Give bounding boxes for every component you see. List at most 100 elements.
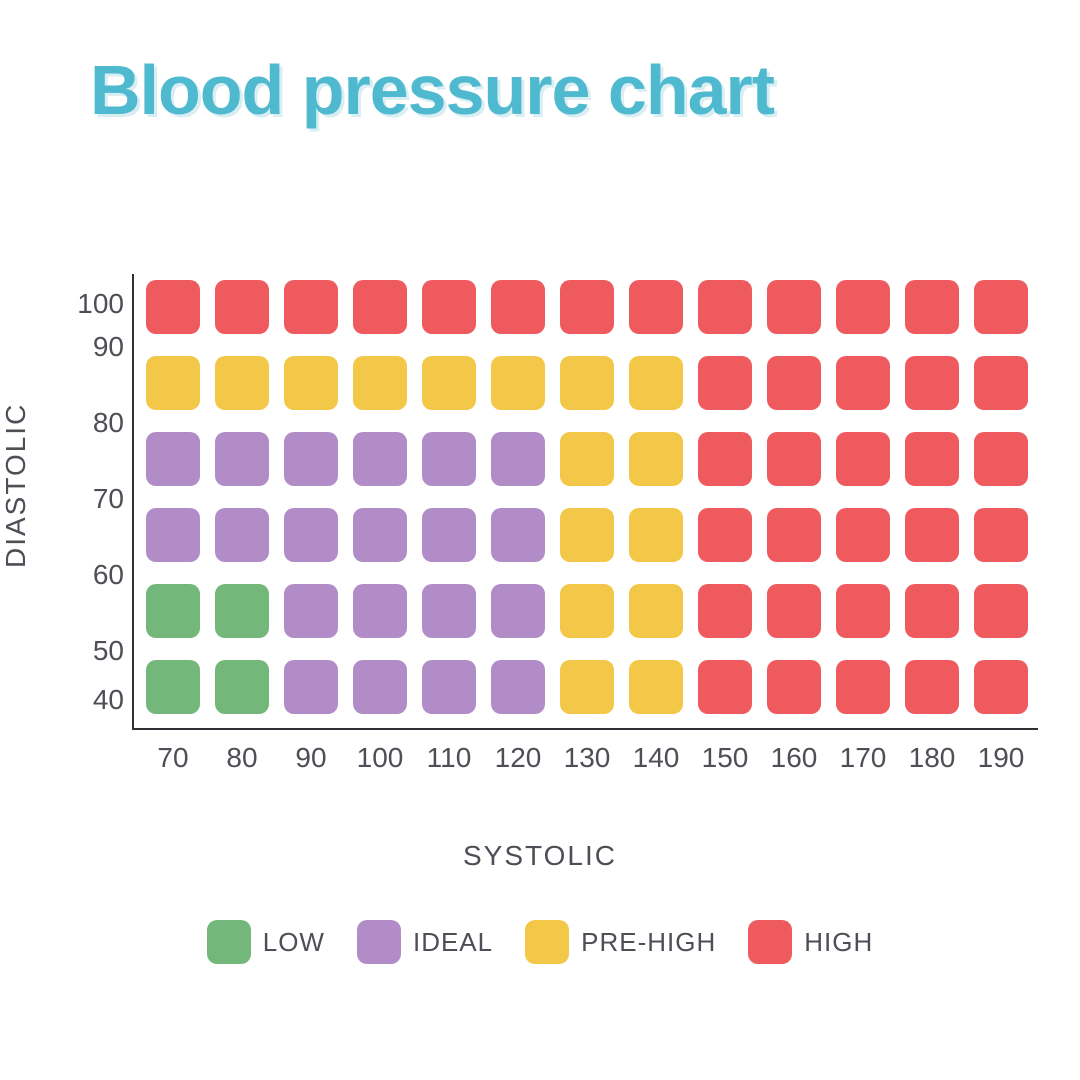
y-tick: 100 bbox=[68, 288, 124, 320]
heatmap-cell bbox=[215, 508, 269, 562]
heatmap-cell bbox=[767, 660, 821, 714]
heatmap-cell bbox=[560, 356, 614, 410]
heatmap-cell bbox=[767, 280, 821, 334]
heatmap-cell bbox=[698, 584, 752, 638]
heatmap-cell bbox=[353, 280, 407, 334]
heatmap-cell bbox=[215, 584, 269, 638]
heatmap-cell bbox=[836, 356, 890, 410]
heatmap-cell bbox=[629, 508, 683, 562]
x-tick: 100 bbox=[350, 742, 410, 774]
heatmap-cell bbox=[146, 584, 200, 638]
heatmap-cell bbox=[422, 432, 476, 486]
x-tick: 150 bbox=[695, 742, 755, 774]
heatmap-cell bbox=[974, 660, 1028, 714]
legend-label: HIGH bbox=[804, 927, 873, 958]
legend-swatch bbox=[525, 920, 569, 964]
legend-swatch bbox=[207, 920, 251, 964]
heatmap-cell bbox=[215, 280, 269, 334]
heatmap-cell bbox=[629, 660, 683, 714]
heatmap-cell bbox=[767, 356, 821, 410]
heatmap-cell bbox=[491, 280, 545, 334]
legend-item-ideal: IDEAL bbox=[357, 920, 493, 964]
legend-item-high: HIGH bbox=[748, 920, 873, 964]
heatmap-cell bbox=[422, 508, 476, 562]
heatmap-cell bbox=[560, 432, 614, 486]
heatmap-cell bbox=[491, 584, 545, 638]
legend-swatch bbox=[748, 920, 792, 964]
heatmap-cell bbox=[215, 660, 269, 714]
heatmap-cell bbox=[284, 432, 338, 486]
heatmap-cell bbox=[146, 280, 200, 334]
heatmap-cell bbox=[353, 584, 407, 638]
legend-label: IDEAL bbox=[413, 927, 493, 958]
x-tick: 90 bbox=[281, 742, 341, 774]
x-tick: 180 bbox=[902, 742, 962, 774]
y-tick: 40 bbox=[68, 684, 124, 716]
heatmap-cell bbox=[629, 280, 683, 334]
chart-title: Blood pressure chart bbox=[90, 50, 774, 130]
heatmap-cell bbox=[905, 660, 959, 714]
heatmap-cell bbox=[836, 584, 890, 638]
heatmap-cell bbox=[560, 508, 614, 562]
heatmap-cell bbox=[836, 280, 890, 334]
heatmap-cell bbox=[146, 432, 200, 486]
heatmap-cell bbox=[767, 508, 821, 562]
heatmap-cell bbox=[215, 432, 269, 486]
heatmap-cell bbox=[560, 660, 614, 714]
heatmap-cell bbox=[422, 584, 476, 638]
heatmap-cell bbox=[284, 280, 338, 334]
heatmap-cell bbox=[905, 584, 959, 638]
heatmap-cell bbox=[974, 356, 1028, 410]
y-tick: 80 bbox=[68, 407, 124, 439]
heatmap-cell bbox=[284, 356, 338, 410]
heatmap-cell bbox=[284, 508, 338, 562]
x-tick: 70 bbox=[143, 742, 203, 774]
legend: LOW IDEAL PRE-HIGH HIGH bbox=[60, 920, 1020, 964]
heatmap-cell bbox=[974, 280, 1028, 334]
heatmap-cell bbox=[698, 660, 752, 714]
heatmap-cell bbox=[629, 584, 683, 638]
heatmap-cell bbox=[353, 660, 407, 714]
heatmap-cell bbox=[422, 356, 476, 410]
heatmap-cell bbox=[836, 432, 890, 486]
heatmap-cell bbox=[353, 508, 407, 562]
heatmap-cell bbox=[491, 356, 545, 410]
y-tick: 90 bbox=[68, 331, 124, 363]
heatmap-cell bbox=[905, 432, 959, 486]
heatmap-cell bbox=[698, 280, 752, 334]
legend-item-low: LOW bbox=[207, 920, 325, 964]
heatmap-cell bbox=[560, 280, 614, 334]
legend-item-prehigh: PRE-HIGH bbox=[525, 920, 716, 964]
heatmap-cell bbox=[353, 432, 407, 486]
heatmap-cell bbox=[974, 432, 1028, 486]
x-tick: 190 bbox=[971, 742, 1031, 774]
heatmap-cell bbox=[146, 356, 200, 410]
y-axis-line bbox=[132, 274, 134, 728]
heatmap-cell bbox=[974, 584, 1028, 638]
heatmap-cell bbox=[905, 508, 959, 562]
x-tick: 110 bbox=[419, 742, 479, 774]
heatmap-cell bbox=[698, 508, 752, 562]
x-tick: 170 bbox=[833, 742, 893, 774]
heatmap-cell bbox=[836, 508, 890, 562]
heatmap-cell bbox=[146, 660, 200, 714]
heatmap-cell bbox=[284, 660, 338, 714]
legend-label: PRE-HIGH bbox=[581, 927, 716, 958]
heatmap-cell bbox=[905, 280, 959, 334]
x-tick: 160 bbox=[764, 742, 824, 774]
y-tick: 60 bbox=[68, 559, 124, 591]
heatmap-cell bbox=[491, 432, 545, 486]
y-tick: 70 bbox=[68, 483, 124, 515]
x-tick: 140 bbox=[626, 742, 686, 774]
x-tick: 80 bbox=[212, 742, 272, 774]
heatmap-cell bbox=[353, 356, 407, 410]
heatmap-cell bbox=[629, 432, 683, 486]
heatmap-cell bbox=[767, 432, 821, 486]
heatmap-cell bbox=[698, 432, 752, 486]
title-text: Blood pressure chart bbox=[90, 51, 774, 129]
x-tick: 130 bbox=[557, 742, 617, 774]
legend-label: LOW bbox=[263, 927, 325, 958]
heatmap-cell bbox=[905, 356, 959, 410]
x-axis-line bbox=[132, 728, 1038, 730]
heatmap-cell bbox=[836, 660, 890, 714]
